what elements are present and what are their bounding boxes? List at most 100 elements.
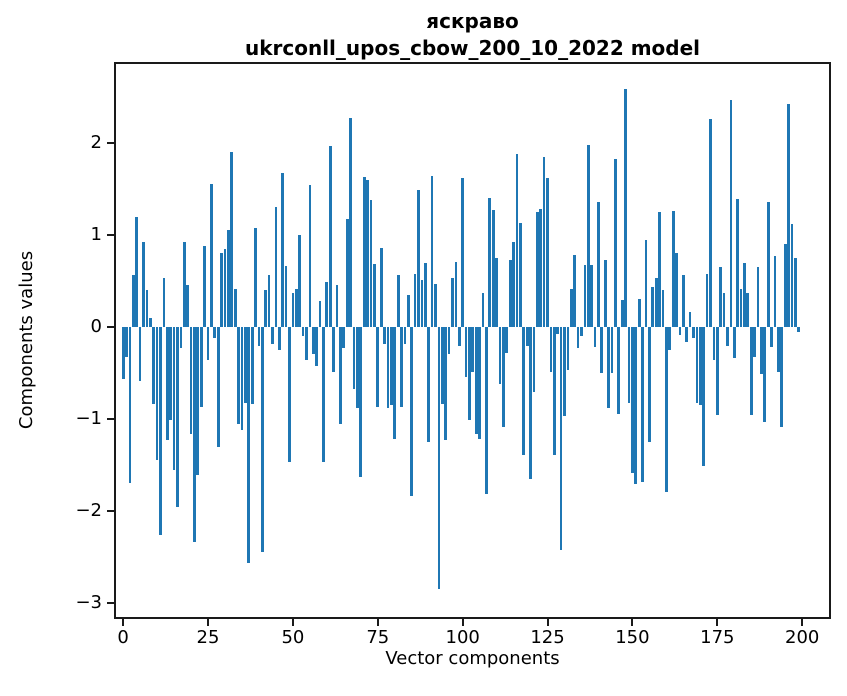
bar [770,327,773,348]
bar [661,290,665,328]
bar [121,327,125,379]
bar [790,224,794,328]
bar [451,278,454,328]
bar [186,284,190,328]
bar [522,327,526,456]
bar [542,156,546,328]
bar [284,266,288,328]
bar [356,327,359,409]
bar [671,211,675,328]
bar [474,327,478,434]
bar [736,199,740,328]
bar [658,212,661,328]
bar [332,327,335,373]
bar [233,288,237,328]
bar [586,144,590,328]
bar [685,327,689,342]
bar [675,252,678,328]
bar [519,223,522,328]
bar [230,152,234,328]
bar [468,327,471,421]
bar [739,289,743,328]
bar [400,327,403,408]
y-tick-mark [107,510,114,513]
bar [131,274,135,328]
bar [172,327,176,470]
bar [525,327,529,347]
bar [481,293,485,328]
y-tick-label: 0 [90,316,102,338]
bar [169,327,173,421]
x-tick-mark [716,619,719,626]
bar [556,327,560,334]
bar [240,327,244,431]
bar [267,274,271,328]
bar [627,327,631,403]
bar [610,327,614,374]
y-tick-mark [107,234,114,237]
bar [576,327,580,349]
bar [787,103,790,328]
bar [213,327,217,339]
bar [512,242,515,328]
bar [437,327,441,590]
y-tick-label: 2 [90,132,102,154]
bar [403,327,407,344]
bar [396,274,400,328]
bar [410,327,414,497]
bar [298,235,302,328]
x-tick-mark [461,619,464,626]
bar [199,327,203,408]
bar [678,327,682,335]
bar [152,327,156,404]
bar [709,119,712,328]
bar [176,327,179,507]
bar [281,172,285,328]
bar [244,327,247,403]
bar [471,327,475,373]
bar [250,327,254,405]
bar [478,327,481,439]
x-tick-label: 100 [445,627,480,648]
bar [777,327,780,373]
bar [583,264,587,328]
bar [624,88,627,328]
bar [311,327,315,354]
plot-area [114,62,831,619]
bar [335,284,339,328]
bar [260,327,264,552]
x-axis-label: Vector components [385,648,560,669]
bar [216,327,220,447]
bar [515,154,519,328]
bar [223,248,227,328]
bar [620,300,624,328]
y-tick-mark [107,142,114,145]
bar [257,327,261,346]
bar [373,263,376,328]
bar [417,190,420,328]
bar [318,301,322,328]
bar [780,327,784,427]
bar [342,327,346,349]
bar [420,280,424,328]
bar [434,283,437,328]
x-tick-mark [546,619,549,626]
bar [254,227,257,328]
bar [651,286,655,328]
bar [529,327,532,479]
bar [390,327,393,406]
x-tick-mark [801,619,804,626]
bar [617,327,621,414]
x-tick-label: 150 [615,627,650,648]
bar [692,327,695,339]
y-tick-label: −2 [75,500,102,522]
x-tick-label: 200 [785,627,820,648]
bar [644,239,648,328]
bar [162,278,166,328]
bar [294,288,298,328]
bar [393,327,397,439]
bar [756,267,760,328]
bar [339,327,342,424]
bar [773,256,777,328]
bar [729,99,733,328]
